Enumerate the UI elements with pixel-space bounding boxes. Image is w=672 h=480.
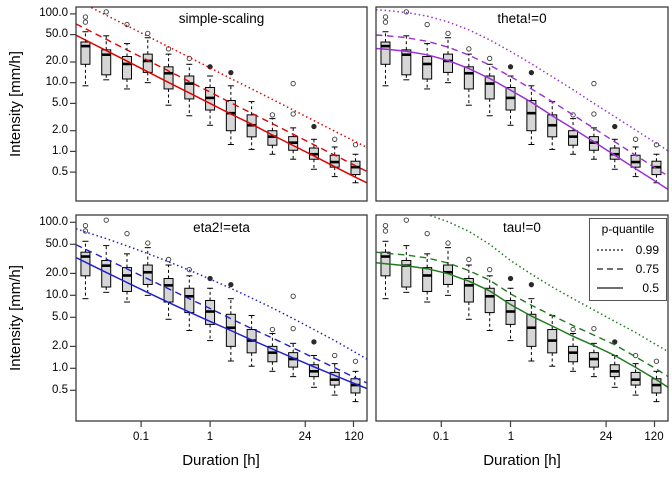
legend-entry-05: 0.5 — [590, 278, 666, 297]
dashed-line-icon — [597, 267, 623, 270]
panel-title-eta2: eta2!=eta — [193, 220, 250, 235]
y-tick-label: 2.0 — [52, 124, 68, 136]
panel-title-theta: theta!=0 — [497, 11, 547, 26]
legend-entry-075: 0.75 — [590, 259, 666, 278]
panel-graphics — [376, 9, 668, 191]
y-tick-label: 2.0 — [52, 340, 68, 352]
legend: p-quantile 0.99 0.75 0.5 — [589, 218, 667, 301]
y-tick-label: 0.5 — [52, 166, 68, 178]
legend-entry-099: 0.99 — [590, 240, 666, 259]
y-tick-label: 20.0 — [45, 267, 68, 279]
legend-entry-label: 0.99 — [635, 242, 659, 257]
y-tick-label: 0.5 — [52, 384, 68, 396]
legend-title: p-quantile — [601, 222, 655, 236]
x-tick-label: 0.1 — [433, 431, 449, 443]
y-tick-label: 1.0 — [52, 362, 68, 374]
panel-graphics — [76, 217, 367, 403]
panel-title-tau: tau!=0 — [503, 220, 541, 235]
y-axis-label-top-row: Intensity [mm/h] — [7, 51, 24, 157]
legend-entry-label: 0.75 — [635, 261, 659, 276]
dotted-line-icon — [597, 248, 623, 251]
x-tick-label: 24 — [599, 431, 613, 443]
legend-entry-label: 0.5 — [642, 280, 659, 295]
y-tick-label: 5.0 — [52, 311, 68, 323]
y-tick-label: 10.0 — [45, 289, 68, 301]
x-tick-label: 120 — [644, 431, 664, 443]
x-tick-label: 24 — [298, 431, 312, 443]
y-tick-label: 1.0 — [52, 145, 68, 157]
y-tick-label: 50.0 — [45, 28, 68, 40]
panel-graphics — [376, 215, 668, 403]
y-tick-label: 100.0 — [39, 216, 68, 228]
solid-line-icon — [597, 286, 623, 289]
y-tick-label: 5.0 — [52, 97, 68, 109]
y-tick-label: 100.0 — [39, 7, 68, 19]
x-tick-label: 1 — [507, 431, 515, 443]
y-tick-label: 50.0 — [45, 238, 68, 250]
x-tick-label: 120 — [344, 431, 364, 443]
x-axis-label-left-column: Duration [h] — [182, 452, 260, 469]
y-axis-label-bottom-row: Intensity [mm/h] — [7, 265, 24, 371]
x-tick-label: 0.1 — [133, 431, 149, 443]
x-tick-label: 1 — [206, 431, 214, 443]
x-axis-label-right-column: Duration [h] — [483, 452, 561, 469]
panel-graphics — [76, 7, 367, 184]
panel-title-simple-scaling: simple-scaling — [178, 11, 265, 26]
y-tick-label: 10.0 — [45, 76, 68, 88]
y-tick-label: 20.0 — [45, 55, 68, 67]
